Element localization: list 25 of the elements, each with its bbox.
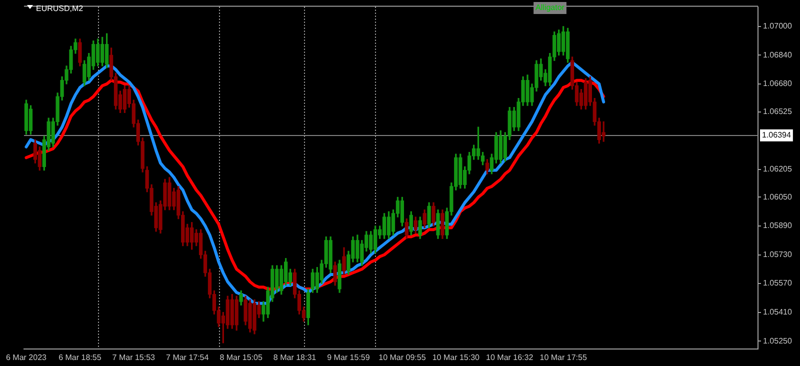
y-tick-label: 1.06050 [763,192,792,202]
y-tick-label: 1.06525 [763,107,792,116]
x-tick-label: 10 Mar 16:32 [486,353,534,362]
x-tick-label: 10 Mar 15:30 [432,353,480,362]
y-tick-label: 1.05890 [763,221,792,230]
y-tick-label: 1.05570 [763,278,792,288]
chart-title: EURUSD,M2 [36,4,84,14]
y-tick-label: 1.06840 [763,50,792,60]
y-tick-label: 1.05410 [763,308,792,317]
x-tick-label: 8 Mar 15:05 [220,353,263,362]
y-tick-label: 1.05250 [763,336,792,346]
x-tick-label: 10 Mar 09:55 [378,353,426,362]
x-tick-label: 10 Mar 17:55 [540,353,588,362]
y-tick-label: 1.06205 [763,164,792,174]
x-tick-label: 6 Mar 2023 [6,353,48,362]
y-tick-label: 1.07000 [763,22,792,31]
y-tick-label: 1.06680 [763,79,792,88]
ref-line-label: 1.06394 [762,130,792,140]
x-tick-label: 7 Mar 15:53 [112,353,156,362]
y-tick-label: 1.05730 [763,250,792,259]
x-tick-label: 9 Mar 15:59 [327,353,370,362]
annotation: Alligator [536,3,565,12]
x-tick-label: 8 Mar 18:31 [273,353,317,362]
x-tick-label: 7 Mar 17:54 [166,353,210,362]
x-tick-label: 6 Mar 18:55 [58,353,102,362]
